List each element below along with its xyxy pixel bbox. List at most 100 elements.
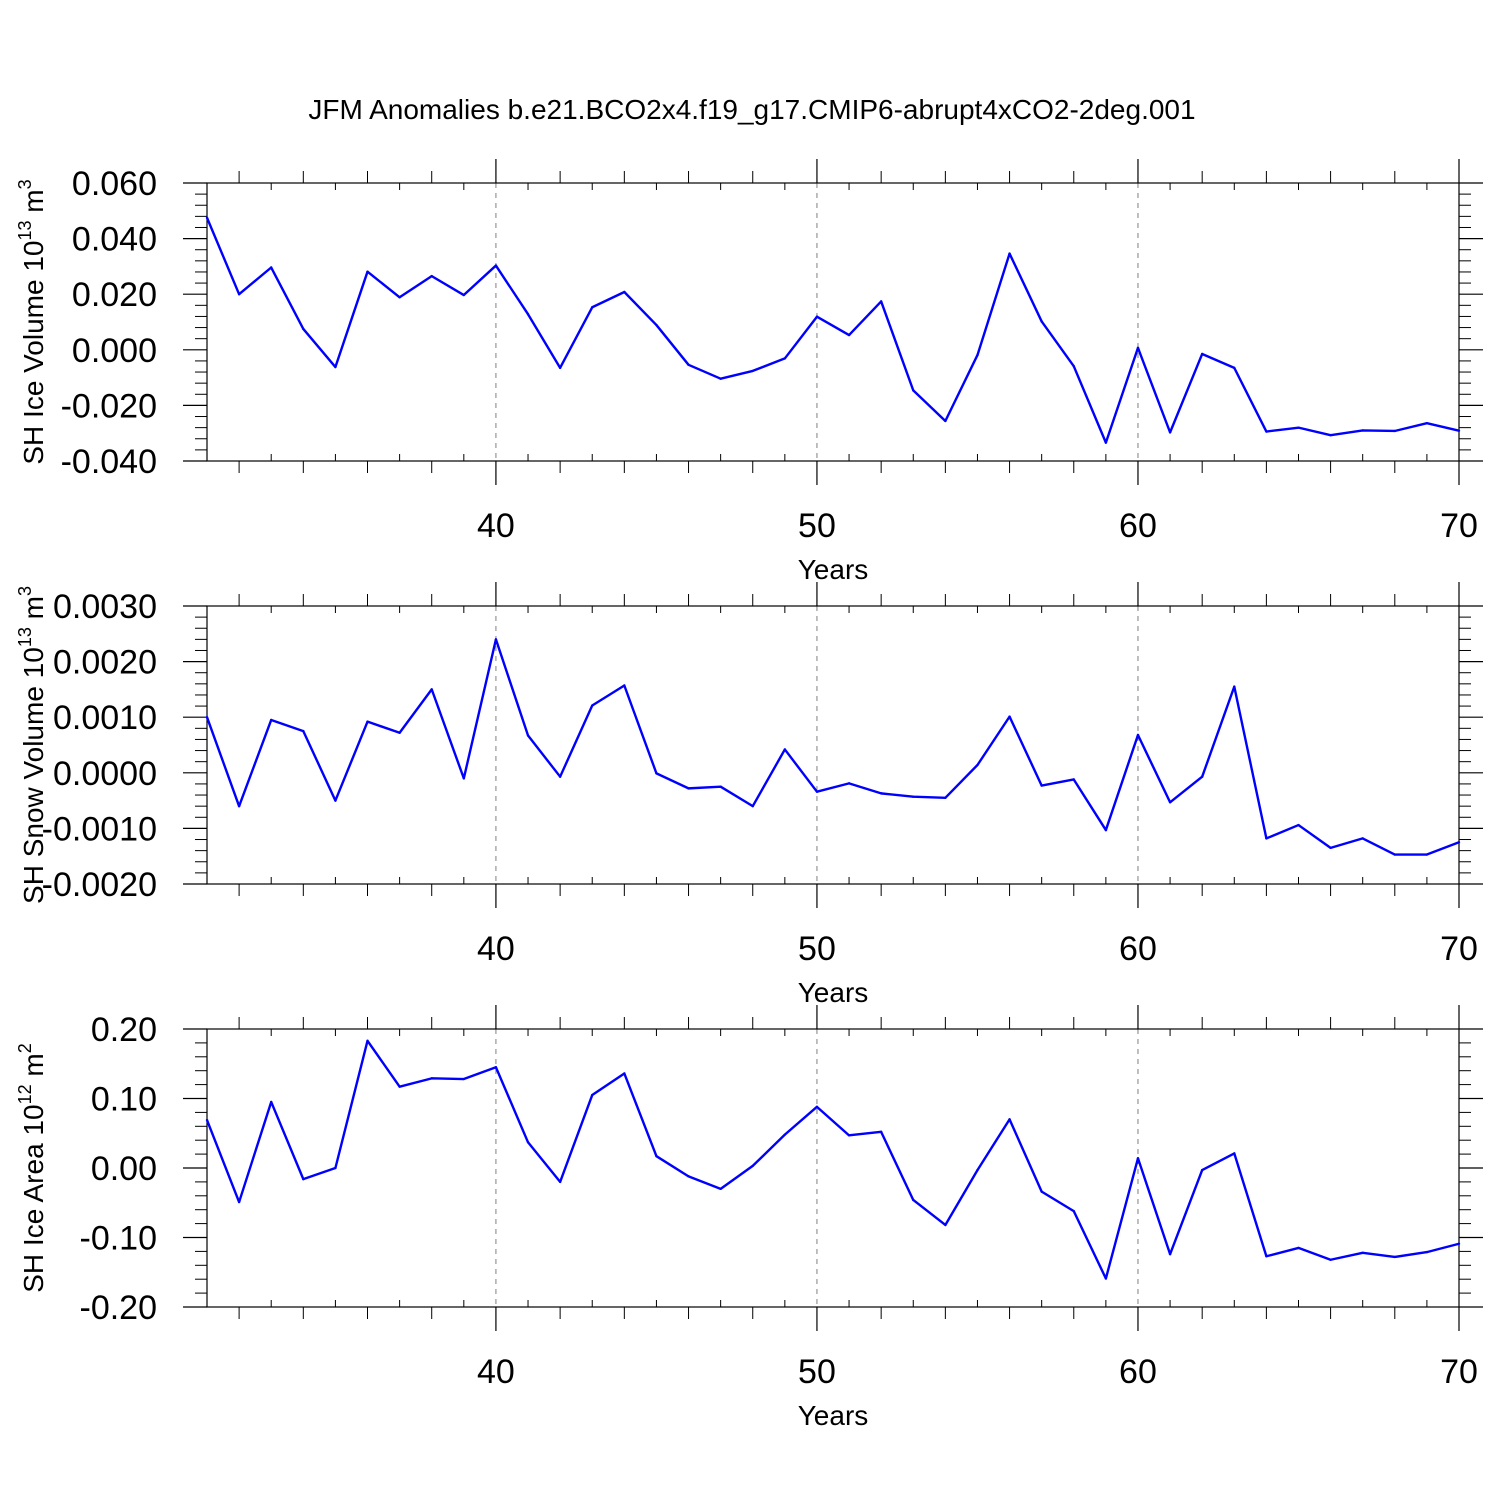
data-point xyxy=(783,748,787,751)
y-tick-label: 0.020 xyxy=(72,276,157,314)
data-point xyxy=(237,293,241,296)
data-point xyxy=(879,1130,883,1134)
data-point xyxy=(687,363,690,367)
y-axis-label-part: m xyxy=(18,1053,49,1084)
data-point xyxy=(494,1066,498,1069)
data-point xyxy=(944,796,947,800)
y-axis-label: SH Ice Volume 1013 m3 xyxy=(15,179,49,464)
data-point xyxy=(1297,823,1300,827)
data-point xyxy=(976,763,979,767)
data-point xyxy=(270,718,273,722)
data-point xyxy=(1265,430,1268,433)
data-point xyxy=(1200,1168,1204,1172)
data-point xyxy=(270,266,273,269)
data-point xyxy=(1297,1246,1300,1250)
data-point xyxy=(1104,441,1108,444)
data-point xyxy=(1425,421,1429,425)
y-tick-label: -0.10 xyxy=(80,1220,158,1258)
data-point xyxy=(655,323,658,327)
x-tick-label: 50 xyxy=(798,930,836,968)
data-point xyxy=(462,777,466,780)
data-point xyxy=(1393,429,1396,433)
data-point xyxy=(1265,837,1268,840)
data-point xyxy=(751,369,754,373)
data-point xyxy=(815,1105,819,1109)
chart-panels: -0.040 -0.020 0.000 0.020 0.040 0.060 40 50 60 70… xyxy=(15,159,1483,1431)
data-point xyxy=(1329,433,1332,437)
y-tick-label: 0.10 xyxy=(91,1081,157,1119)
data-point xyxy=(1425,1250,1429,1254)
data-point xyxy=(751,804,754,808)
data-point xyxy=(302,1177,305,1181)
data-point xyxy=(719,377,722,380)
x-tick-label: 40 xyxy=(477,1353,515,1391)
data-point xyxy=(655,1154,658,1158)
data-point xyxy=(623,684,626,687)
data-point xyxy=(1136,733,1140,737)
y-tick-label: -0.0020 xyxy=(42,866,157,904)
y-axis-label: SH Snow Volume 1013 m3 xyxy=(15,586,49,904)
x-axis-label: Years xyxy=(798,554,869,585)
data-point xyxy=(270,1100,273,1104)
data-point xyxy=(1136,1157,1140,1160)
data-point xyxy=(1072,365,1075,368)
data-point xyxy=(558,775,562,778)
data-point xyxy=(879,300,883,303)
data-point xyxy=(1457,841,1461,844)
chart-panel-2: -0.0020 -0.0010 0.0000 0.0010 0.0020 0.0030 40… xyxy=(15,582,1483,1008)
y-tick-label: 0.00 xyxy=(91,1150,157,1188)
data-point xyxy=(237,1200,241,1204)
data-point xyxy=(944,1223,947,1227)
x-tick-label: 70 xyxy=(1440,930,1478,968)
data-point xyxy=(783,357,787,360)
data-point xyxy=(1072,1209,1075,1213)
y-tick-label: 0.0020 xyxy=(53,644,157,682)
plot-frame xyxy=(206,605,1460,885)
y-axis-label-part: SH Ice Area 10 xyxy=(18,1104,49,1292)
data-point xyxy=(815,790,819,793)
x-tick-label: 60 xyxy=(1119,507,1157,545)
data-point xyxy=(302,327,305,331)
data-point xyxy=(1008,715,1011,718)
data-point xyxy=(912,795,915,798)
data-point xyxy=(366,270,369,273)
data-point xyxy=(1040,320,1043,323)
data-point xyxy=(526,1141,530,1144)
y-tick-label: 0.0030 xyxy=(53,588,157,626)
data-point xyxy=(687,1175,690,1178)
y-tick-label: 0.000 xyxy=(72,332,157,370)
data-point xyxy=(1008,252,1011,255)
y-axis-label-superscript: 3 xyxy=(15,586,35,596)
data-point xyxy=(847,333,851,337)
data-point xyxy=(1265,1255,1268,1258)
data-point xyxy=(1329,1258,1332,1261)
y-tick-label: -0.020 xyxy=(61,387,157,425)
data-point xyxy=(462,293,466,297)
y-axis-label-part: m xyxy=(18,189,49,220)
x-tick-label: 70 xyxy=(1440,1353,1478,1391)
data-point xyxy=(719,785,722,788)
data-point xyxy=(912,389,915,392)
data-point xyxy=(1136,346,1140,350)
data-point xyxy=(1040,1190,1043,1193)
data-point xyxy=(494,264,498,267)
y-axis-label-part: SH Ice Volume 10 xyxy=(18,241,49,465)
data-point xyxy=(1361,837,1364,840)
data-point xyxy=(1233,685,1236,688)
y-axis-label-superscript: 2 xyxy=(15,1043,35,1053)
data-point xyxy=(879,792,883,795)
data-point xyxy=(1008,1118,1011,1121)
y-tick-label: 0.0010 xyxy=(53,699,157,737)
data-point xyxy=(1361,1251,1364,1254)
data-point xyxy=(526,313,530,316)
data-point xyxy=(1104,828,1108,832)
data-point xyxy=(430,688,433,691)
data-point xyxy=(623,290,626,294)
data-point xyxy=(205,216,209,219)
data-point xyxy=(398,1085,401,1088)
data-point xyxy=(1200,775,1204,778)
x-tick-label: 70 xyxy=(1440,507,1478,545)
data-point xyxy=(558,366,562,370)
data-point xyxy=(334,799,337,802)
